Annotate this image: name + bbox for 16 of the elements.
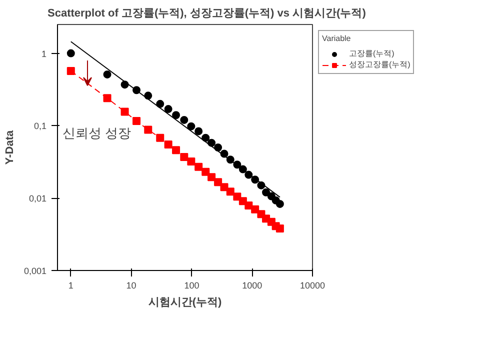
legend-label: 성장고장률(누적) — [349, 59, 410, 70]
y-tick-label: 0,01 — [28, 194, 47, 204]
x-tick-label: 10 — [126, 280, 136, 290]
legend-title: Variable — [322, 34, 352, 43]
y-tick-label: 0,001 — [24, 266, 47, 276]
x-tick-label: 1 — [68, 280, 74, 290]
x-tick-label: 10000 — [300, 280, 326, 290]
legend-label: 고장률(누적) — [349, 48, 394, 59]
annotation: 신뢰성 성장 — [62, 126, 132, 140]
x-axis-title: 시험시간(누적) — [148, 296, 222, 308]
chart-title: Scatterplot of 고장률(누적), 성장고장률(누적) vs 시험시간(누적) — [48, 8, 366, 20]
y-tick-label: 1 — [41, 48, 47, 59]
y-tick-label: 0,1 — [34, 121, 47, 132]
x-tick-label: 100 — [184, 280, 200, 290]
y-axis-title: Y-Data — [4, 130, 16, 165]
x-tick-label: 1000 — [242, 280, 262, 290]
